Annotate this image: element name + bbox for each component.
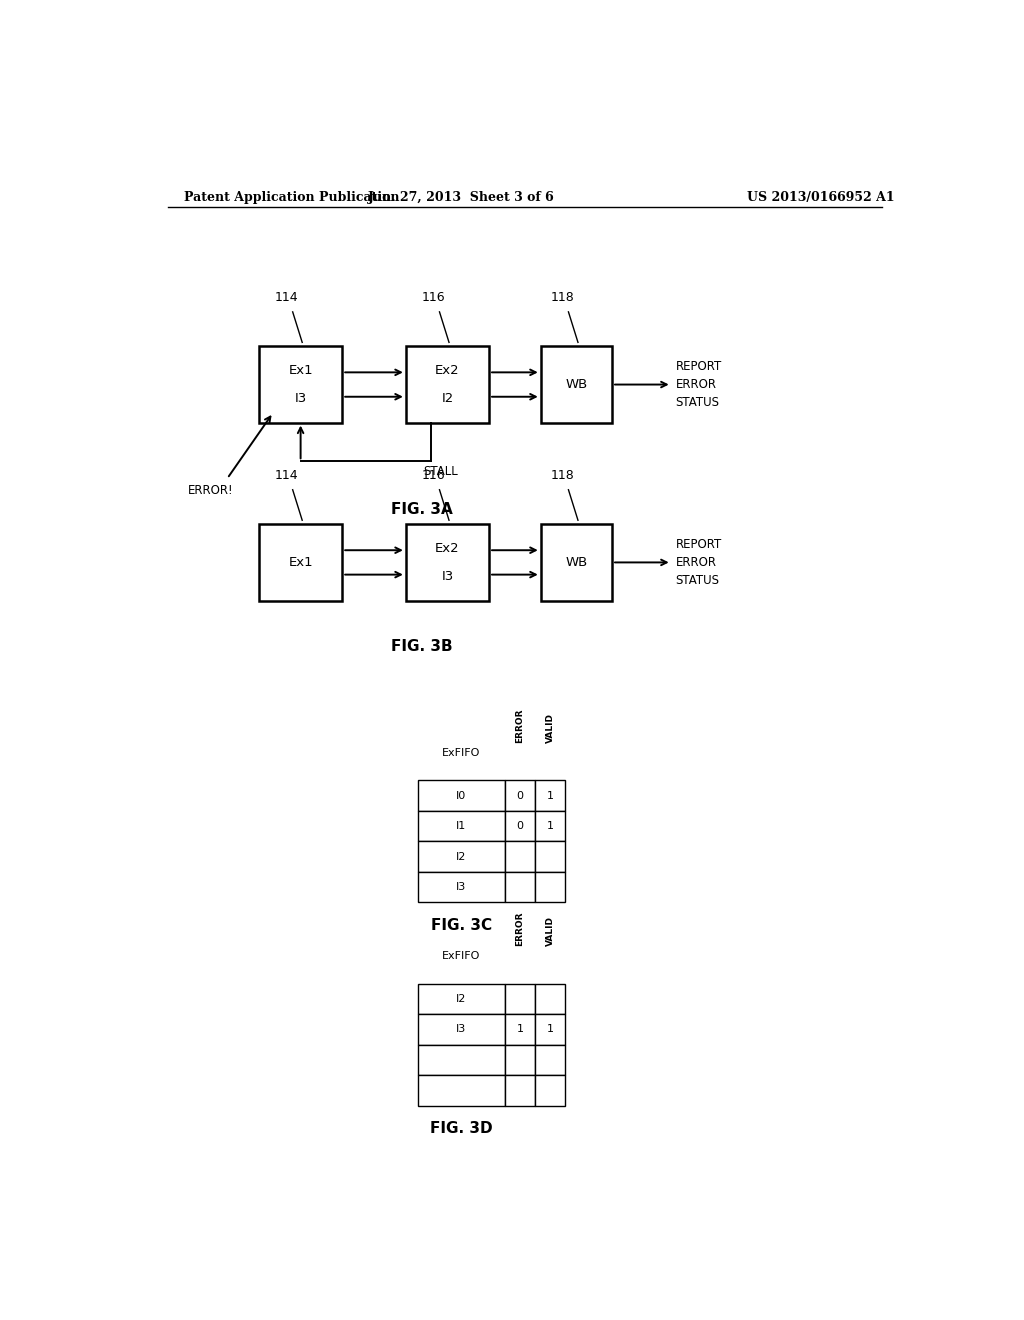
Bar — [418, 983, 505, 1014]
Text: Jun. 27, 2013  Sheet 3 of 6: Jun. 27, 2013 Sheet 3 of 6 — [368, 190, 555, 203]
Text: 118: 118 — [550, 469, 574, 482]
Text: US 2013/0166952 A1: US 2013/0166952 A1 — [748, 190, 895, 203]
Text: ExFIFO: ExFIFO — [442, 748, 480, 758]
Text: FIG. 3B: FIG. 3B — [391, 639, 453, 655]
Bar — [418, 1076, 505, 1106]
Bar — [536, 810, 565, 841]
Bar — [541, 346, 612, 422]
Bar — [505, 780, 536, 810]
Bar — [505, 1014, 536, 1044]
Bar — [259, 346, 342, 422]
Bar — [536, 780, 565, 810]
Text: 114: 114 — [274, 469, 298, 482]
Text: I1: I1 — [456, 821, 467, 832]
Text: 116: 116 — [421, 469, 445, 482]
Text: 1: 1 — [547, 821, 554, 832]
Text: FIG. 3A: FIG. 3A — [391, 502, 453, 517]
Bar — [418, 1044, 505, 1076]
Bar — [505, 841, 536, 873]
Text: 1: 1 — [516, 1024, 523, 1035]
Bar — [418, 841, 505, 873]
Text: 1: 1 — [547, 791, 554, 801]
Bar — [418, 1014, 505, 1044]
Text: VALID: VALID — [546, 916, 555, 946]
Bar — [536, 983, 565, 1014]
Text: ExFIFO: ExFIFO — [442, 952, 480, 961]
Bar — [505, 983, 536, 1014]
Text: I3: I3 — [456, 1024, 467, 1035]
Text: REPORT
ERROR
STATUS: REPORT ERROR STATUS — [676, 360, 722, 409]
Bar — [418, 873, 505, 903]
Bar — [505, 1076, 536, 1106]
Text: VALID: VALID — [546, 713, 555, 743]
Text: I3: I3 — [441, 570, 454, 583]
Text: I3: I3 — [295, 392, 307, 405]
Text: 0: 0 — [516, 791, 523, 801]
Text: Ex2: Ex2 — [435, 364, 460, 376]
Text: Ex1: Ex1 — [289, 364, 313, 376]
Text: WB: WB — [565, 378, 588, 391]
Text: 118: 118 — [550, 290, 574, 304]
Bar — [536, 1014, 565, 1044]
Text: Ex2: Ex2 — [435, 541, 460, 554]
Text: FIG. 3D: FIG. 3D — [430, 1121, 493, 1137]
Bar — [505, 1044, 536, 1076]
Text: ERROR: ERROR — [515, 709, 524, 743]
Bar — [505, 810, 536, 841]
Text: STALL: STALL — [423, 466, 458, 478]
Text: FIG. 3C: FIG. 3C — [431, 917, 492, 933]
Text: 1: 1 — [547, 1024, 554, 1035]
Bar — [406, 346, 489, 422]
Text: I2: I2 — [441, 392, 454, 405]
Bar — [418, 810, 505, 841]
Bar — [536, 873, 565, 903]
Text: I2: I2 — [456, 851, 467, 862]
Text: ERROR: ERROR — [515, 912, 524, 946]
Text: 0: 0 — [516, 821, 523, 832]
Bar — [541, 524, 612, 601]
Bar — [418, 780, 505, 810]
Bar — [406, 524, 489, 601]
Text: 116: 116 — [421, 290, 445, 304]
Bar — [536, 1076, 565, 1106]
Bar — [505, 873, 536, 903]
Text: Patent Application Publication: Patent Application Publication — [183, 190, 399, 203]
Text: I2: I2 — [456, 994, 467, 1005]
Text: Ex1: Ex1 — [289, 556, 313, 569]
Bar — [259, 524, 342, 601]
Text: WB: WB — [565, 556, 588, 569]
Text: I0: I0 — [456, 791, 467, 801]
Text: REPORT
ERROR
STATUS: REPORT ERROR STATUS — [676, 539, 722, 587]
Text: ERROR!: ERROR! — [187, 483, 233, 496]
Text: I3: I3 — [456, 882, 467, 892]
Bar — [536, 841, 565, 873]
Bar — [536, 1044, 565, 1076]
Text: 114: 114 — [274, 290, 298, 304]
